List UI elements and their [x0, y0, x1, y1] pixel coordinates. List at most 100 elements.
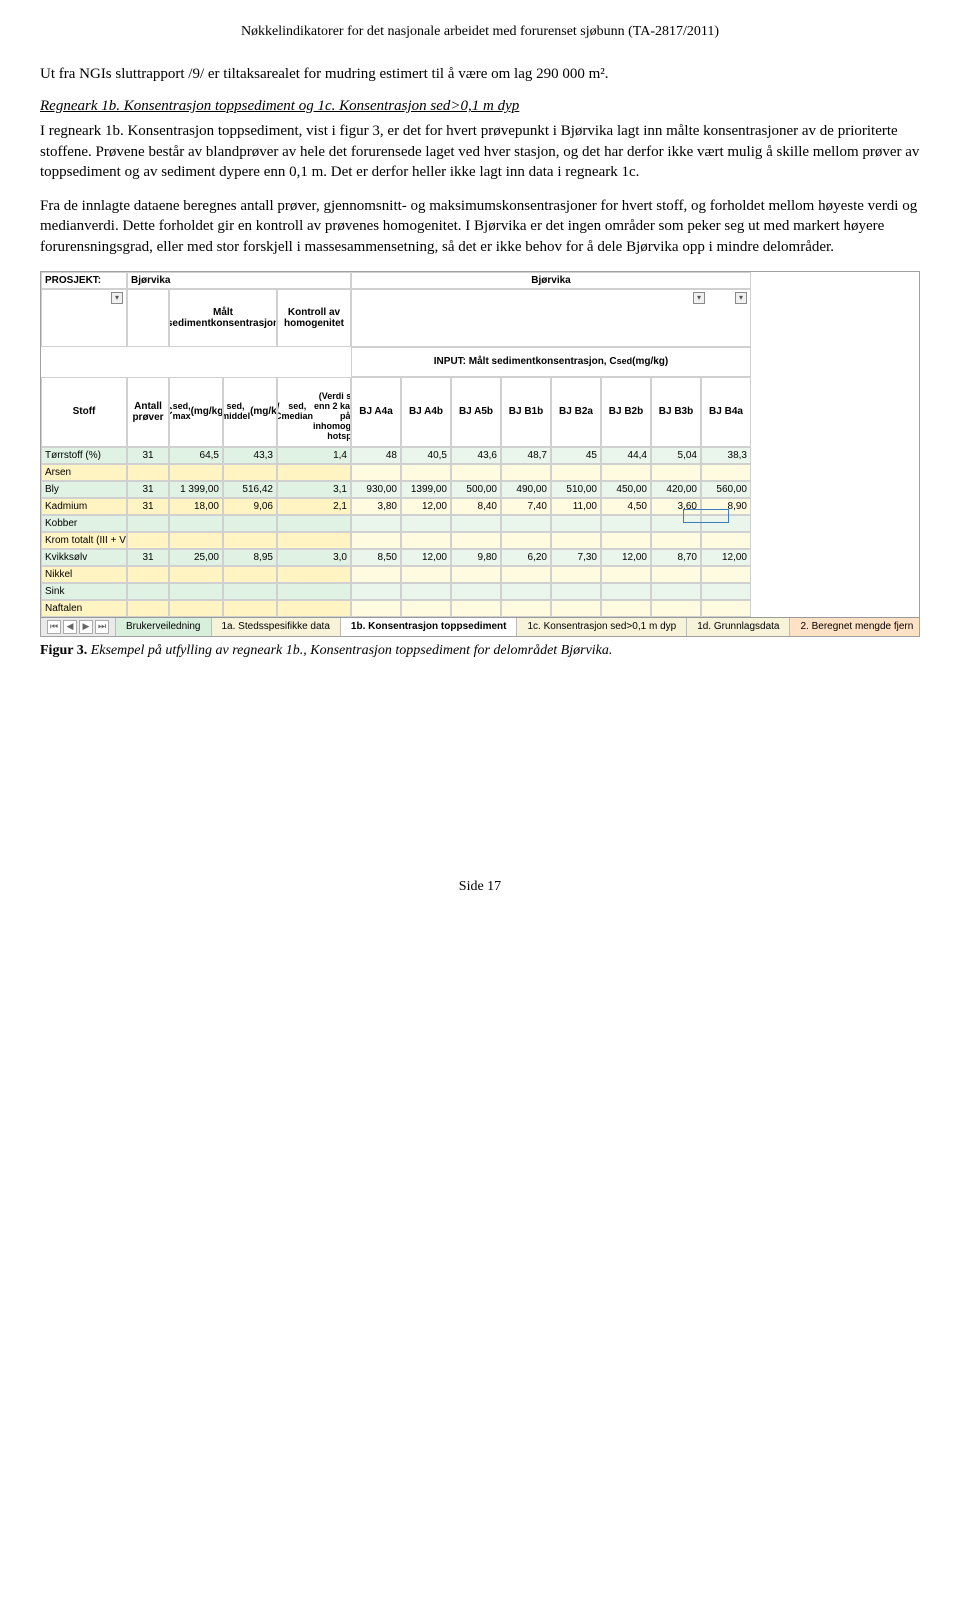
cell-8-3[interactable]	[501, 583, 551, 600]
cell-2-5[interactable]: 450,00	[601, 481, 651, 498]
cell-3-0[interactable]: 3,80	[351, 498, 401, 515]
cell-6-5[interactable]: 12,00	[601, 549, 651, 566]
cell-8-0[interactable]	[351, 583, 401, 600]
cell-1-5[interactable]	[601, 464, 651, 481]
cell-7-0[interactable]	[351, 566, 401, 583]
cell-6-0[interactable]: 8,50	[351, 549, 401, 566]
col-station-2: BJ A5b	[451, 377, 501, 447]
cell-0-2[interactable]: 43,6	[451, 447, 501, 464]
cell-1-0[interactable]	[351, 464, 401, 481]
row-max-7	[169, 566, 223, 583]
cell-8-6[interactable]	[651, 583, 701, 600]
cell-6-7[interactable]: 12,00	[701, 549, 751, 566]
chevron-down-icon[interactable]	[693, 292, 705, 304]
cell-7-7[interactable]	[701, 566, 751, 583]
cell-4-7[interactable]	[701, 515, 751, 532]
cell-5-5[interactable]	[601, 532, 651, 549]
cell-5-4[interactable]	[551, 532, 601, 549]
cell-2-1[interactable]: 1399,00	[401, 481, 451, 498]
cell-6-4[interactable]: 7,30	[551, 549, 601, 566]
cell-9-2[interactable]	[451, 600, 501, 617]
cell-6-1[interactable]: 12,00	[401, 549, 451, 566]
sheet-tab-3[interactable]: 1c. Konsentrasjon sed>0,1 m dyp	[517, 618, 687, 636]
cell-2-0[interactable]: 930,00	[351, 481, 401, 498]
cell-5-1[interactable]	[401, 532, 451, 549]
cell-3-6[interactable]: 3,60	[651, 498, 701, 515]
cell-0-3[interactable]: 48,7	[501, 447, 551, 464]
dropdown-cell[interactable]	[41, 289, 127, 347]
cell-3-4[interactable]: 11,00	[551, 498, 601, 515]
tab-last-icon[interactable]: ⏭	[95, 620, 109, 634]
cell-5-0[interactable]	[351, 532, 401, 549]
cell-3-1[interactable]: 12,00	[401, 498, 451, 515]
cell-6-3[interactable]: 6,20	[501, 549, 551, 566]
cell-3-7[interactable]: 8,90	[701, 498, 751, 515]
cell-2-7[interactable]: 560,00	[701, 481, 751, 498]
cell-7-3[interactable]	[501, 566, 551, 583]
cell-1-3[interactable]	[501, 464, 551, 481]
cell-2-4[interactable]: 510,00	[551, 481, 601, 498]
cell-7-2[interactable]	[451, 566, 501, 583]
cell-5-6[interactable]	[651, 532, 701, 549]
cell-4-5[interactable]	[601, 515, 651, 532]
sheet-tab-4[interactable]: 1d. Grunnlagsdata	[687, 618, 790, 636]
col-cmax: Csed, max (mg/kg)	[169, 377, 223, 447]
cell-8-4[interactable]	[551, 583, 601, 600]
cell-4-0[interactable]	[351, 515, 401, 532]
cell-1-7[interactable]	[701, 464, 751, 481]
cell-8-2[interactable]	[451, 583, 501, 600]
prosjekt-value-2: Bjørvika	[351, 272, 751, 289]
cell-4-2[interactable]	[451, 515, 501, 532]
cell-3-3[interactable]: 7,40	[501, 498, 551, 515]
sheet-tab-1[interactable]: 1a. Stedsspesifikke data	[212, 618, 341, 636]
cell-4-1[interactable]	[401, 515, 451, 532]
cell-7-4[interactable]	[551, 566, 601, 583]
cell-3-5[interactable]: 4,50	[601, 498, 651, 515]
cell-1-2[interactable]	[451, 464, 501, 481]
cell-0-1[interactable]: 40,5	[401, 447, 451, 464]
cell-0-6[interactable]: 5,04	[651, 447, 701, 464]
cell-4-3[interactable]	[501, 515, 551, 532]
cell-3-2[interactable]: 8,40	[451, 498, 501, 515]
cell-9-4[interactable]	[551, 600, 601, 617]
cell-5-7[interactable]	[701, 532, 751, 549]
cell-2-2[interactable]: 500,00	[451, 481, 501, 498]
cell-9-7[interactable]	[701, 600, 751, 617]
cell-4-4[interactable]	[551, 515, 601, 532]
cell-1-6[interactable]	[651, 464, 701, 481]
col-station-1: BJ A4b	[401, 377, 451, 447]
cell-6-6[interactable]: 8,70	[651, 549, 701, 566]
cell-2-3[interactable]: 490,00	[501, 481, 551, 498]
cell-0-5[interactable]: 44,4	[601, 447, 651, 464]
cell-7-1[interactable]	[401, 566, 451, 583]
cell-8-1[interactable]	[401, 583, 451, 600]
chevron-down-icon[interactable]	[735, 292, 747, 304]
cell-9-0[interactable]	[351, 600, 401, 617]
chevron-down-icon[interactable]	[111, 292, 123, 304]
row-ratio-2: 3,1	[277, 481, 351, 498]
cell-0-0[interactable]: 48	[351, 447, 401, 464]
tab-first-icon[interactable]: ⏮	[47, 620, 61, 634]
cell-1-4[interactable]	[551, 464, 601, 481]
cell-8-5[interactable]	[601, 583, 651, 600]
cell-7-5[interactable]	[601, 566, 651, 583]
cell-4-6[interactable]	[651, 515, 701, 532]
cell-6-2[interactable]: 9,80	[451, 549, 501, 566]
cell-8-7[interactable]	[701, 583, 751, 600]
cell-5-3[interactable]	[501, 532, 551, 549]
sheet-tab-5[interactable]: 2. Beregnet mengde fjern	[790, 618, 919, 636]
cell-0-7[interactable]: 38,3	[701, 447, 751, 464]
cell-9-1[interactable]	[401, 600, 451, 617]
cell-1-1[interactable]	[401, 464, 451, 481]
cell-9-3[interactable]	[501, 600, 551, 617]
tab-prev-icon[interactable]: ◀	[63, 620, 77, 634]
cell-5-2[interactable]	[451, 532, 501, 549]
sheet-tab-2[interactable]: 1b. Konsentrasjon toppsediment	[341, 618, 518, 636]
cell-2-6[interactable]: 420,00	[651, 481, 701, 498]
cell-7-6[interactable]	[651, 566, 701, 583]
cell-9-5[interactable]	[601, 600, 651, 617]
sheet-tab-0[interactable]: Brukerveiledning	[116, 618, 212, 636]
tab-next-icon[interactable]: ▶	[79, 620, 93, 634]
cell-9-6[interactable]	[651, 600, 701, 617]
cell-0-4[interactable]: 45	[551, 447, 601, 464]
